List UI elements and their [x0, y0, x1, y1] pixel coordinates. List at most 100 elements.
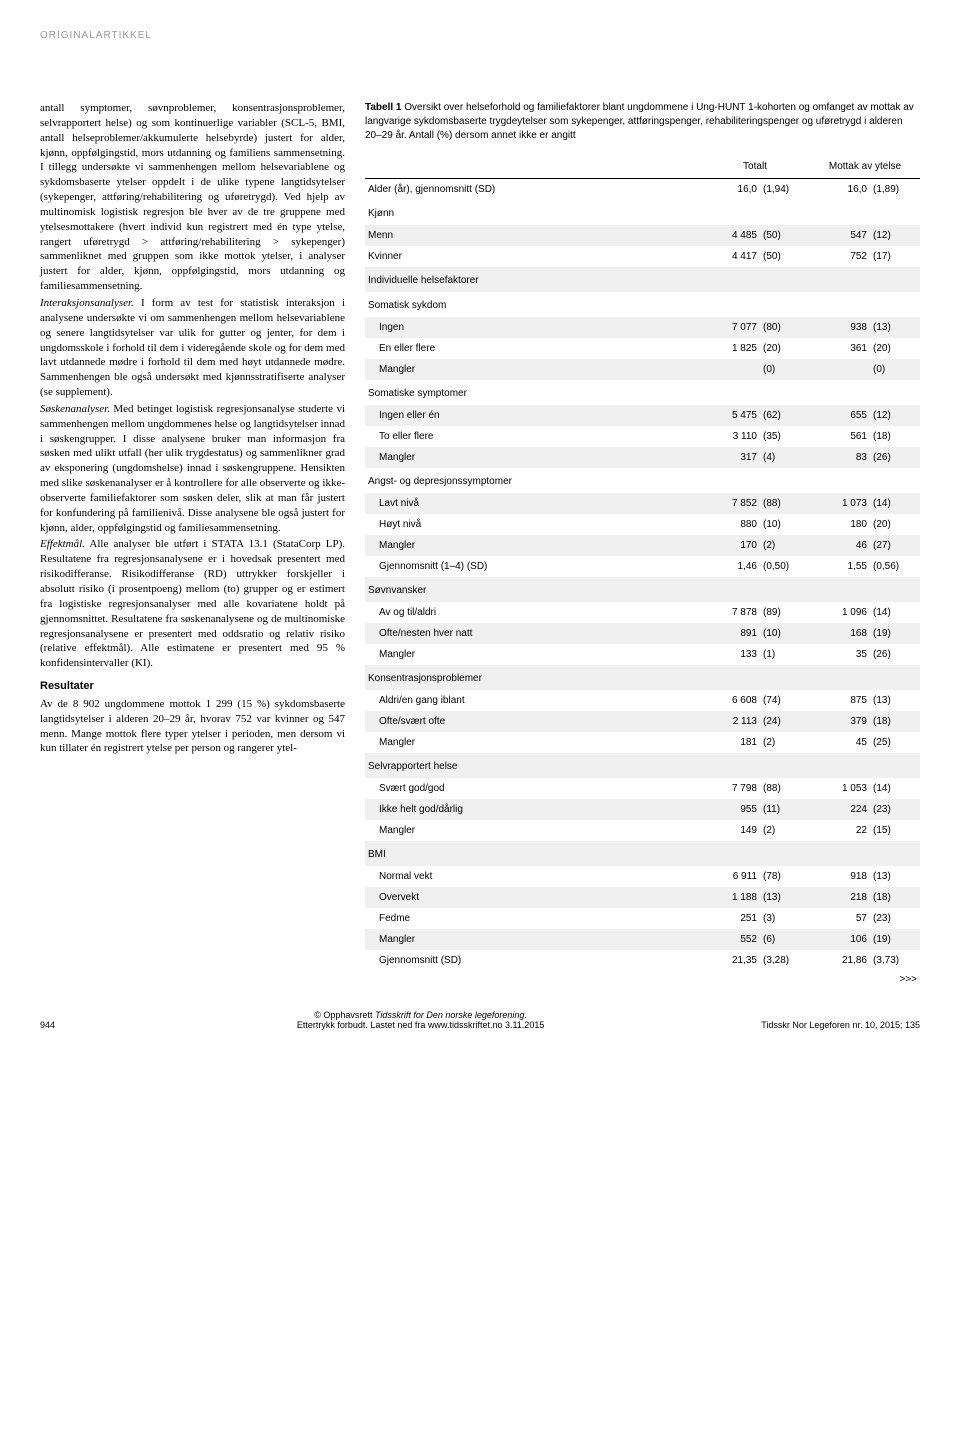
footer-copyright-prefix: © Opphavsrett	[314, 1010, 375, 1020]
table-cell-paren: (88)	[760, 493, 810, 514]
table-cell-paren: (19)	[870, 623, 920, 644]
table-cell-paren: (23)	[870, 799, 920, 820]
table-cell-paren: (11)	[760, 799, 810, 820]
table-cell-paren: (88)	[760, 778, 810, 799]
table-cell-paren: (0)	[870, 359, 920, 380]
table-cell-value: 7 852	[700, 493, 760, 514]
table-cell-value: 1,55	[810, 556, 870, 577]
table-cell-paren: (15)	[870, 820, 920, 841]
table-cell-value: 7 798	[700, 778, 760, 799]
table-row-label: Ingen	[365, 317, 700, 338]
table-row: Ikke helt god/dårlig955(11)224(23)	[365, 799, 920, 820]
page-number: 944	[40, 1020, 80, 1030]
table-header-mottak: Mottak av ytelse	[810, 155, 920, 179]
table-cell-paren: (10)	[760, 514, 810, 535]
table-cell-value: 938	[810, 317, 870, 338]
table-row-label: Av og til/aldri	[365, 602, 700, 623]
table-cell-value: 5 475	[700, 405, 760, 426]
table-cell-paren: (26)	[870, 447, 920, 468]
table-row-label: Svært god/god	[365, 778, 700, 799]
table-cell-value: 168	[810, 623, 870, 644]
table-cell-paren: (13)	[760, 887, 810, 908]
table-cell-value: 106	[810, 929, 870, 950]
table-row-label: Ingen eller én	[365, 405, 700, 426]
table-section-label: BMI	[365, 841, 920, 866]
table-cell-value: 1 825	[700, 338, 760, 359]
table-row: Overvekt1 188(13)218(18)	[365, 887, 920, 908]
table-cell-value: 3 110	[700, 426, 760, 447]
section-heading-results: Resultater	[40, 679, 345, 694]
table-row: Ofte/nesten hver natt891(10)168(19)	[365, 623, 920, 644]
table-cell-value: 2 113	[700, 711, 760, 732]
table-row: Høyt nivå880(10)180(20)	[365, 514, 920, 535]
table-section-label: Selvrapportert helse	[365, 753, 920, 778]
table-continued-indicator: >>>	[365, 971, 920, 985]
table-cell-paren: (18)	[870, 426, 920, 447]
footer-citation: Tidsskr Nor Legeforen nr. 10, 2015; 135	[761, 1020, 920, 1030]
table-section-label: Søvnvansker	[365, 577, 920, 602]
table-column: Tabell 1 Oversikt over helseforhold og f…	[365, 101, 920, 985]
table-row: Mangler(0)(0)	[365, 359, 920, 380]
table-cell-paren: (27)	[870, 535, 920, 556]
table-row: Alder (år), gjennomsnitt (SD)16,0(1,94)1…	[365, 179, 920, 201]
table-cell-value: 251	[700, 908, 760, 929]
paragraph-text: Med betinget logistisk regresjonsanalyse…	[40, 403, 345, 534]
table-row: Søvnvansker	[365, 577, 920, 602]
table-cell-paren: (20)	[870, 514, 920, 535]
table-row-label: Mangler	[365, 929, 700, 950]
table-section-label: Individuelle helsefaktorer	[365, 267, 920, 292]
table-section-label: Somatisk sykdom	[365, 292, 920, 317]
table-cell-paren: (20)	[760, 338, 810, 359]
table-row-label: To eller flere	[365, 426, 700, 447]
table-cell-paren: (89)	[760, 602, 810, 623]
body-paragraph: antall symptomer, søvnproblemer, konsent…	[40, 101, 345, 294]
table-row-label: Ikke helt god/dårlig	[365, 799, 700, 820]
table-row: Mangler133(1)35(26)	[365, 644, 920, 665]
data-table: Totalt Mottak av ytelse Alder (år), gjen…	[365, 155, 920, 971]
table-cell-value: 7 077	[700, 317, 760, 338]
table-cell-value: 6 608	[700, 690, 760, 711]
table-row-label: Aldri/en gang iblant	[365, 690, 700, 711]
table-cell-paren: (62)	[760, 405, 810, 426]
table-cell-value: 955	[700, 799, 760, 820]
table-cell-paren: (18)	[870, 887, 920, 908]
table-row-label: Ofte/nesten hver natt	[365, 623, 700, 644]
table-cell-paren: (78)	[760, 866, 810, 887]
table-caption: Tabell 1 Oversikt over helseforhold og f…	[365, 101, 920, 143]
table-cell-value: 547	[810, 225, 870, 246]
table-cell-value: 6 911	[700, 866, 760, 887]
table-body: Alder (år), gjennomsnitt (SD)16,0(1,94)1…	[365, 179, 920, 972]
table-section-label: Kjønn	[365, 200, 920, 225]
table-cell-paren: (17)	[870, 246, 920, 267]
table-cell-paren: (1,94)	[760, 179, 810, 201]
table-row-label: Gjennomsnitt (1–4) (SD)	[365, 556, 700, 577]
table-cell-value: 16,0	[700, 179, 760, 201]
table-section-label: Angst- og depresjonssymptomer	[365, 468, 920, 493]
table-cell-value: 1 096	[810, 602, 870, 623]
table-cell-value: 875	[810, 690, 870, 711]
table-cell-paren: (3,73)	[870, 950, 920, 971]
table-cell-value: 45	[810, 732, 870, 753]
table-cell-paren: (0,50)	[760, 556, 810, 577]
table-cell-value: 57	[810, 908, 870, 929]
table-row-label: Mangler	[365, 820, 700, 841]
table-row: Mangler149(2)22(15)	[365, 820, 920, 841]
table-cell-paren: (50)	[760, 225, 810, 246]
body-paragraph: Interaksjonsanalyser. I form av test for…	[40, 296, 345, 400]
table-cell-value: 561	[810, 426, 870, 447]
table-cell-value: 4 485	[700, 225, 760, 246]
table-cell-value: 317	[700, 447, 760, 468]
table-row-label: Fedme	[365, 908, 700, 929]
table-cell-value: 133	[700, 644, 760, 665]
table-row: Individuelle helsefaktorer	[365, 267, 920, 292]
table-cell-paren: (24)	[760, 711, 810, 732]
table-cell-paren: (2)	[760, 535, 810, 556]
table-cell-value: 1,46	[700, 556, 760, 577]
table-cell-paren: (50)	[760, 246, 810, 267]
table-row: Selvrapportert helse	[365, 753, 920, 778]
table-cell-paren: (14)	[870, 493, 920, 514]
table-cell-value: 655	[810, 405, 870, 426]
table-cell-value: 1 053	[810, 778, 870, 799]
body-paragraph: Effektmål. Alle analyser ble utført i ST…	[40, 537, 345, 671]
table-row-label: Mangler	[365, 535, 700, 556]
